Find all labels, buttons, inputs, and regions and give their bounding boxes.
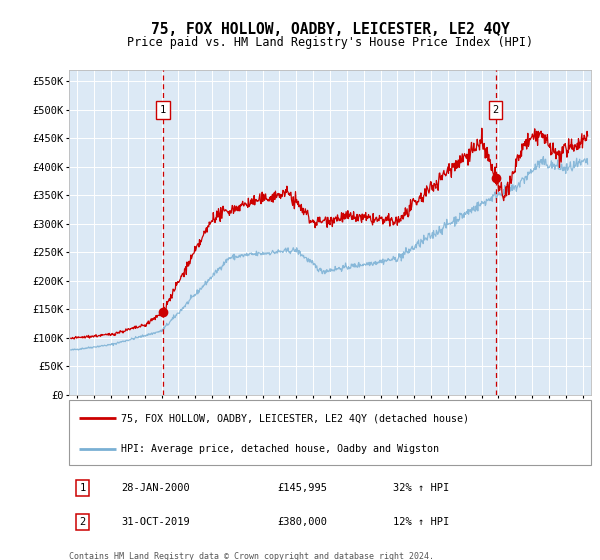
Text: HPI: Average price, detached house, Oadby and Wigston: HPI: Average price, detached house, Oadb…: [121, 444, 439, 454]
Text: 75, FOX HOLLOW, OADBY, LEICESTER, LE2 4QY (detached house): 75, FOX HOLLOW, OADBY, LEICESTER, LE2 4Q…: [121, 413, 469, 423]
Text: 2: 2: [79, 517, 86, 528]
Text: 32% ↑ HPI: 32% ↑ HPI: [392, 483, 449, 493]
Text: 31-OCT-2019: 31-OCT-2019: [121, 517, 190, 528]
Text: £145,995: £145,995: [278, 483, 328, 493]
FancyBboxPatch shape: [69, 400, 591, 465]
Text: £380,000: £380,000: [278, 517, 328, 528]
Text: 1: 1: [160, 105, 166, 115]
Text: 12% ↑ HPI: 12% ↑ HPI: [392, 517, 449, 528]
Text: 1: 1: [79, 483, 86, 493]
Text: 2: 2: [493, 105, 499, 115]
Text: 28-JAN-2000: 28-JAN-2000: [121, 483, 190, 493]
Text: Contains HM Land Registry data © Crown copyright and database right 2024.
This d: Contains HM Land Registry data © Crown c…: [69, 552, 434, 560]
Text: Price paid vs. HM Land Registry's House Price Index (HPI): Price paid vs. HM Land Registry's House …: [127, 36, 533, 49]
Text: 75, FOX HOLLOW, OADBY, LEICESTER, LE2 4QY: 75, FOX HOLLOW, OADBY, LEICESTER, LE2 4Q…: [151, 22, 509, 38]
